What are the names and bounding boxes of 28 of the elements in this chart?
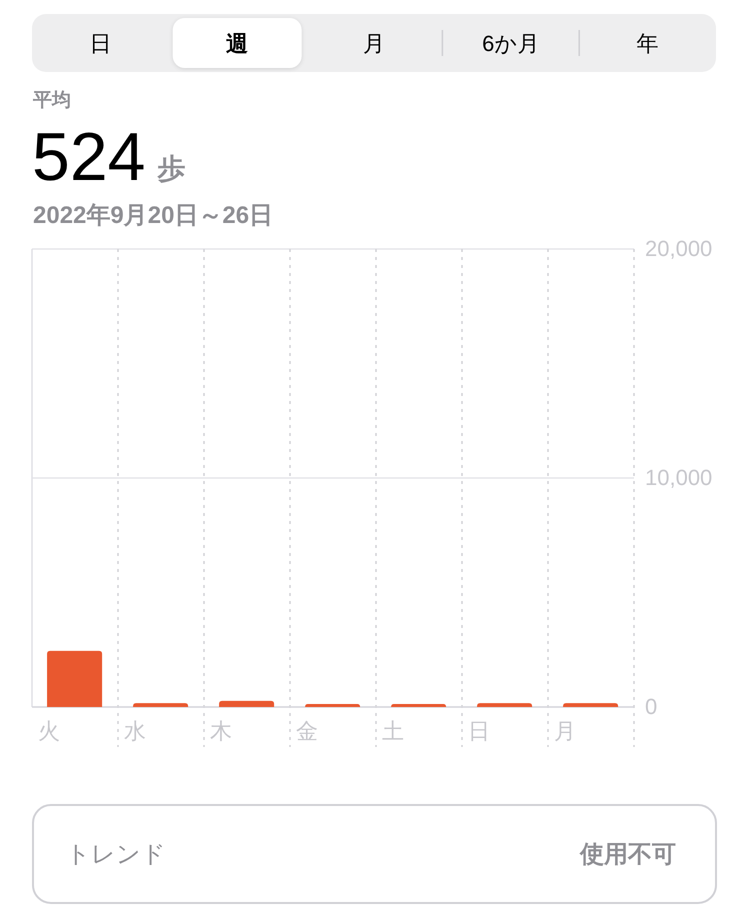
x-tick-label: 土 — [382, 718, 404, 744]
bar — [305, 704, 360, 707]
bar — [391, 704, 446, 707]
bar — [47, 650, 102, 707]
x-tick-label: 日 — [468, 718, 490, 744]
bar — [219, 700, 274, 707]
chart-title: 平均 — [32, 90, 71, 110]
text: 月 — [363, 30, 385, 56]
bar — [563, 703, 618, 707]
bar — [477, 703, 532, 707]
y-tick-label: 10,000 — [645, 465, 712, 490]
text: 524 — [32, 119, 146, 195]
y-tick-label: 20,000 — [645, 236, 712, 262]
x-tick-label: 金 — [296, 718, 318, 744]
x-tick-label: 火 — [38, 718, 60, 744]
text: トレンド — [66, 840, 166, 868]
chart-subtitle: 2022年9月20日～26日 — [33, 202, 274, 228]
text: 週 — [226, 30, 248, 56]
text: 6か月 — [482, 30, 540, 56]
text: 年 — [636, 30, 659, 56]
x-tick-label: 木 — [210, 718, 232, 744]
x-tick-label: 水 — [124, 718, 146, 744]
y-tick-label: 0 — [645, 694, 658, 720]
text: 日 — [89, 30, 112, 56]
text: 使用不可 — [579, 840, 676, 868]
x-tick-label: 月 — [554, 718, 576, 744]
text: 歩 — [156, 153, 186, 184]
bar — [133, 703, 188, 707]
